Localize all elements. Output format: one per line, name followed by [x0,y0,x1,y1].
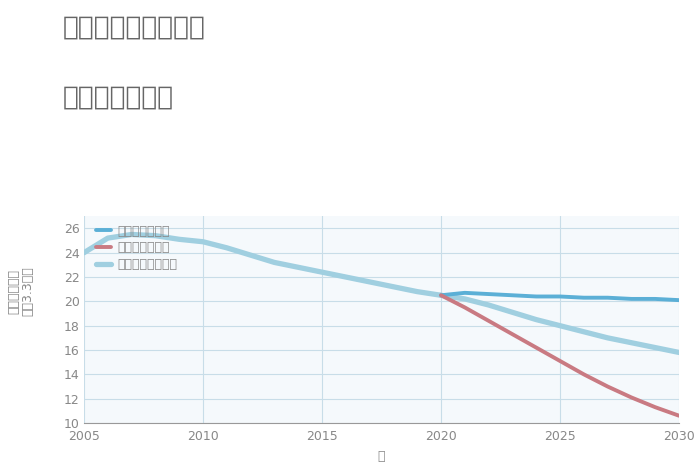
グッドシナリオ [484,291,493,297]
グッドシナリオ [437,292,445,298]
グッドシナリオ [461,290,469,296]
Text: 単価（万円）: 単価（万円） [8,269,20,314]
Text: 坪（3.3㎡）: 坪（3.3㎡） [22,266,34,316]
ノーマルシナリオ [532,317,540,322]
バッドシナリオ [556,358,564,364]
ノーマルシナリオ [461,296,469,302]
バッドシナリオ [651,404,659,410]
Text: 兵庫県姫路市打越の: 兵庫県姫路市打越の [63,14,206,40]
ノーマルシナリオ [437,292,445,298]
X-axis label: 年: 年 [378,450,385,463]
ノーマルシナリオ [675,350,683,355]
ノーマルシナリオ [651,345,659,351]
Line: ノーマルシナリオ: ノーマルシナリオ [441,295,679,352]
グッドシナリオ [627,296,636,302]
バッドシナリオ [508,331,517,337]
バッドシナリオ [437,292,445,298]
Legend: グッドシナリオ, バッドシナリオ, ノーマルシナリオ: グッドシナリオ, バッドシナリオ, ノーマルシナリオ [96,225,178,271]
ノーマルシナリオ [580,329,588,335]
ノーマルシナリオ [556,323,564,329]
グッドシナリオ [580,295,588,300]
バッドシナリオ [627,395,636,400]
グッドシナリオ [532,294,540,299]
バッドシナリオ [461,305,469,310]
グッドシナリオ [556,294,564,299]
グッドシナリオ [651,296,659,302]
バッドシナリオ [532,345,540,351]
Line: グッドシナリオ: グッドシナリオ [441,293,679,300]
Line: バッドシナリオ: バッドシナリオ [441,295,679,415]
グッドシナリオ [508,292,517,298]
Text: 土地の価格推移: 土地の価格推移 [63,85,174,110]
バッドシナリオ [580,371,588,377]
ノーマルシナリオ [603,335,612,341]
バッドシナリオ [603,384,612,389]
バッドシナリオ [675,413,683,418]
ノーマルシナリオ [627,340,636,345]
グッドシナリオ [675,298,683,303]
ノーマルシナリオ [508,309,517,315]
バッドシナリオ [484,318,493,324]
ノーマルシナリオ [484,302,493,308]
グッドシナリオ [603,295,612,300]
